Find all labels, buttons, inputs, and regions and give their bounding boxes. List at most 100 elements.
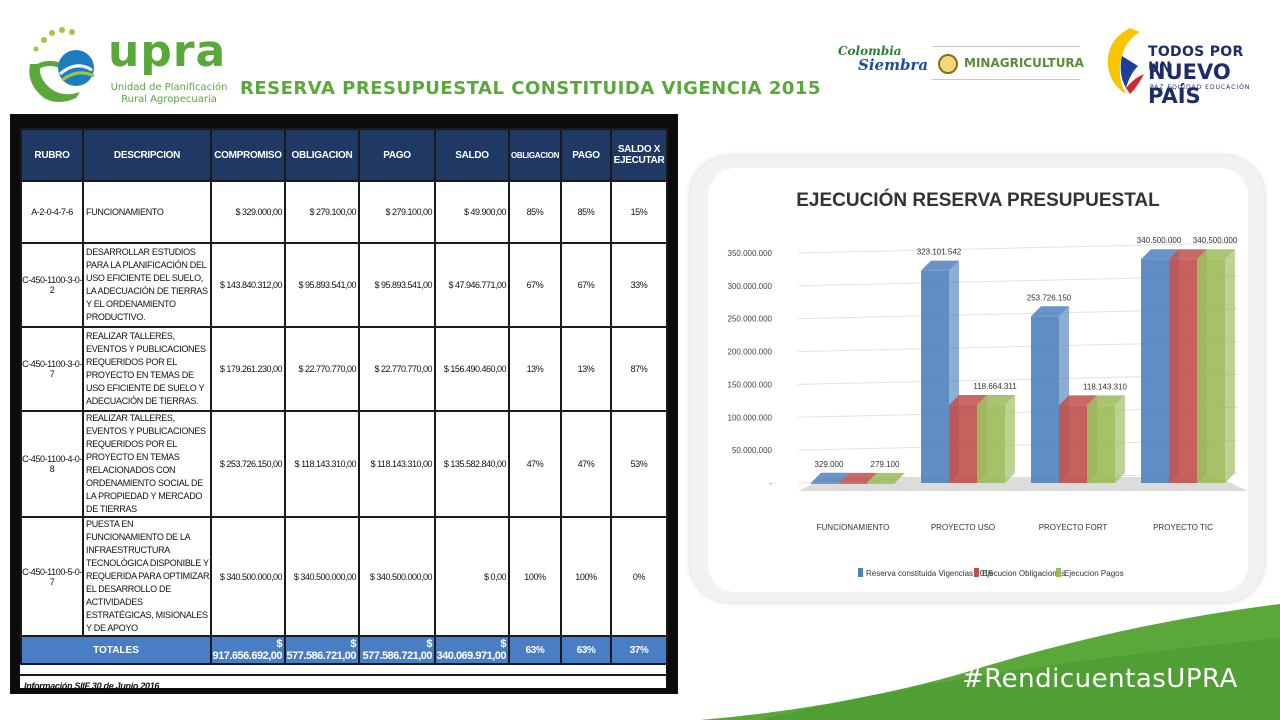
- green-footer-banner: [700, 604, 1280, 720]
- chart-bar: [921, 270, 949, 483]
- page-title: RESERVA PRESUPUESTAL CONSTITUIDA VIGENCI…: [240, 78, 821, 99]
- cell-compromiso: $ 329.000,00: [210, 180, 286, 244]
- cell-rubro: C-450-1100-3-0-2: [20, 242, 84, 328]
- cell-pct-obligacion: 47%: [508, 410, 562, 518]
- chart-y-tick-label: 50.000.000: [732, 446, 773, 455]
- chart-title: EJECUCIÓN RESERVA PRESUPUESTAL: [796, 189, 1160, 211]
- cell-descripcion: REALIZAR TALLERES, EVENTOS Y PUBLICACION…: [82, 326, 212, 412]
- chart-bar: [1087, 405, 1115, 483]
- col-header-obligacion: OBLIGACION: [284, 128, 360, 182]
- upra-logo: upra Unidad de Planificación Rural Agrop…: [22, 24, 237, 114]
- chart-bar-side: [1115, 395, 1125, 483]
- cell-pct-obligacion: 85%: [508, 180, 562, 244]
- chart-bar: [1169, 259, 1197, 483]
- todos-line1: TODOS POR UN: [1148, 44, 1244, 76]
- chart-legend-label: Ejecucion Pagos: [1064, 569, 1124, 578]
- chart-x-tick-label: FUNCIONAMIENTO: [817, 523, 890, 532]
- colombia-siembra-line2: Siembra: [858, 56, 929, 74]
- totals-row: TOTALES $ 917.656.692,00 $ 577.586.721,0…: [20, 635, 668, 665]
- minagricultura-logo: MINAGRICULTURA: [932, 46, 1084, 80]
- chart-legend-label: Reserva constituida Vigencias 2015: [866, 569, 994, 578]
- cell-descripcion: REALIZAR TALLERES, EVENTOS Y PUBLICACION…: [82, 410, 212, 518]
- chart-data-label: 253.726.150: [1027, 293, 1072, 302]
- table-row: A-2-0-4-7-6 FUNCIONAMIENTO $ 329.000,00 …: [20, 180, 668, 244]
- cell-obligacion: $ 95.893.541,00: [284, 242, 360, 328]
- todos-line3: PAZ EQUIDAD EDUCACIÓN: [1150, 84, 1251, 91]
- chart-bar-top: [1087, 395, 1125, 406]
- todos-line2: NUEVO PAÍS: [1148, 60, 1231, 108]
- todos-por-un-nuevo-pais-logo: TODOS POR UN NUEVO PAÍS PAZ EQUIDAD EDUC…: [1100, 26, 1260, 108]
- cell-pago: $ 95.893.541,00: [358, 242, 436, 328]
- cell-pago: $ 118.143.310,00: [358, 410, 436, 518]
- cell-compromiso: $ 143.840.312,00: [210, 242, 286, 328]
- chart-bar: [867, 482, 895, 484]
- cell-saldo: $ 49.900,00: [434, 180, 510, 244]
- chart-data-label: 118.143.310: [1083, 382, 1127, 391]
- cell-compromiso: $ 179.261.230,00: [210, 326, 286, 412]
- cell-descripcion: PUESTA EN FUNCIONAMIENTO DE LA INFRAESTR…: [82, 516, 212, 637]
- colombia-flag-swoosh-icon: [1107, 28, 1144, 94]
- cell-descripcion: FUNCIONAMIENTO: [82, 180, 212, 244]
- chart-bar-top: [811, 472, 849, 483]
- table-row: C-450-1100-3-0-2 DESARROLLAR ESTUDIOS PA…: [20, 242, 668, 328]
- cell-pct-saldo: 33%: [610, 242, 668, 328]
- chart-y-tick-label: 100.000.000: [728, 413, 773, 422]
- cell-total-pct-pago: 63%: [560, 635, 612, 665]
- col-header-pago: PAGO: [358, 128, 436, 182]
- chart-bar-top: [921, 260, 959, 271]
- colombia-siembra-logo: Colombia Siembra: [836, 44, 929, 82]
- cell-obligacion: $ 279.100,00: [284, 180, 360, 244]
- chart-legend-swatch: [974, 568, 979, 577]
- col-header-pct-obligacion: OBLIGACION: [508, 128, 562, 182]
- cell-saldo: $ 156.490.460,00: [434, 326, 510, 412]
- chart-bar: [839, 482, 867, 484]
- cell-pct-obligacion: 100%: [508, 516, 562, 637]
- col-header-rubro: RUBRO: [20, 128, 84, 182]
- col-header-descripcion: DESCRIPCION: [82, 128, 212, 182]
- chart-bar: [1059, 405, 1087, 483]
- cell-total-compromiso: $ 917.656.692,00: [210, 635, 286, 665]
- chart-bar: [1141, 259, 1169, 483]
- upra-hand-icon: [29, 27, 95, 102]
- chart-data-label: 323.101.542: [917, 248, 962, 257]
- chart-y-tick-label: 150.000.000: [728, 380, 773, 389]
- cell-rubro: A-2-0-4-7-6: [20, 180, 84, 244]
- chart-legend-label: Ejecucion Obligaciones: [982, 569, 1065, 578]
- chart-bar-top: [839, 472, 877, 483]
- colombia-siembra-line1: Colombia: [838, 44, 902, 58]
- chart-y-tick-label: 300.000.000: [728, 282, 773, 291]
- chart-panel: EJECUCIÓN RESERVA PRESUPUESTAL - 50.000.00…: [708, 168, 1248, 592]
- table-row: C-450-1100-5-0-7 PUESTA EN FUNCIONAMIENT…: [20, 516, 668, 637]
- cell-obligacion: $ 118.143.310,00: [284, 410, 360, 518]
- upra-logo-subtitle: Unidad de Planificación Rural Agropecuar…: [110, 82, 228, 105]
- chart-x-tick-label: PROYECTO USO: [931, 523, 995, 532]
- chart-x-tick-label: PROYECTO FORT: [1039, 523, 1108, 532]
- cell-total-pct-obligacion: 63%: [508, 635, 562, 665]
- chart-gridline: [797, 242, 1239, 254]
- chart-data-label: 340.500.000: [1137, 236, 1182, 245]
- table-row: C-450-1100-3-0-7 REALIZAR TALLERES, EVEN…: [20, 326, 668, 412]
- cell-total-pct-saldo: 37%: [610, 635, 668, 665]
- budget-table-panel: RUBRO DESCRIPCION COMPROMISO OBLIGACION …: [20, 128, 668, 691]
- execution-bar-chart: EJECUCIÓN RESERVA PRESUPUESTAL - 50.000.00…: [728, 189, 1248, 578]
- chart-bar-top: [867, 472, 905, 483]
- budget-table-frame: RUBRO DESCRIPCION COMPROMISO OBLIGACION …: [10, 114, 678, 694]
- table-header-row: RUBRO DESCRIPCION COMPROMISO OBLIGACION …: [20, 128, 668, 182]
- chart-data-label: 340.500.000: [1193, 236, 1238, 245]
- chart-bar: [811, 482, 839, 484]
- cell-rubro: C-450-1100-4-0-8: [20, 410, 84, 518]
- cell-pct-obligacion: 13%: [508, 326, 562, 412]
- table-footnote: Información SIIF 30 de Junio 2016: [20, 674, 666, 696]
- coat-of-arms-icon: [938, 54, 958, 74]
- cell-compromiso: $ 340.500.000,00: [210, 516, 286, 637]
- cell-saldo: $ 0,00: [434, 516, 510, 637]
- chart-bar-top: [1031, 306, 1069, 317]
- chart-bar-top: [949, 395, 987, 406]
- cell-pct-obligacion: 67%: [508, 242, 562, 328]
- col-header-saldo: SALDO: [434, 128, 510, 182]
- cell-pct-saldo: 87%: [610, 326, 668, 412]
- cell-obligacion: $ 340.500.000,00: [284, 516, 360, 637]
- chart-legend-swatch: [1056, 568, 1061, 577]
- chart-bar-side: [1225, 249, 1235, 483]
- chart-bar: [1197, 259, 1225, 483]
